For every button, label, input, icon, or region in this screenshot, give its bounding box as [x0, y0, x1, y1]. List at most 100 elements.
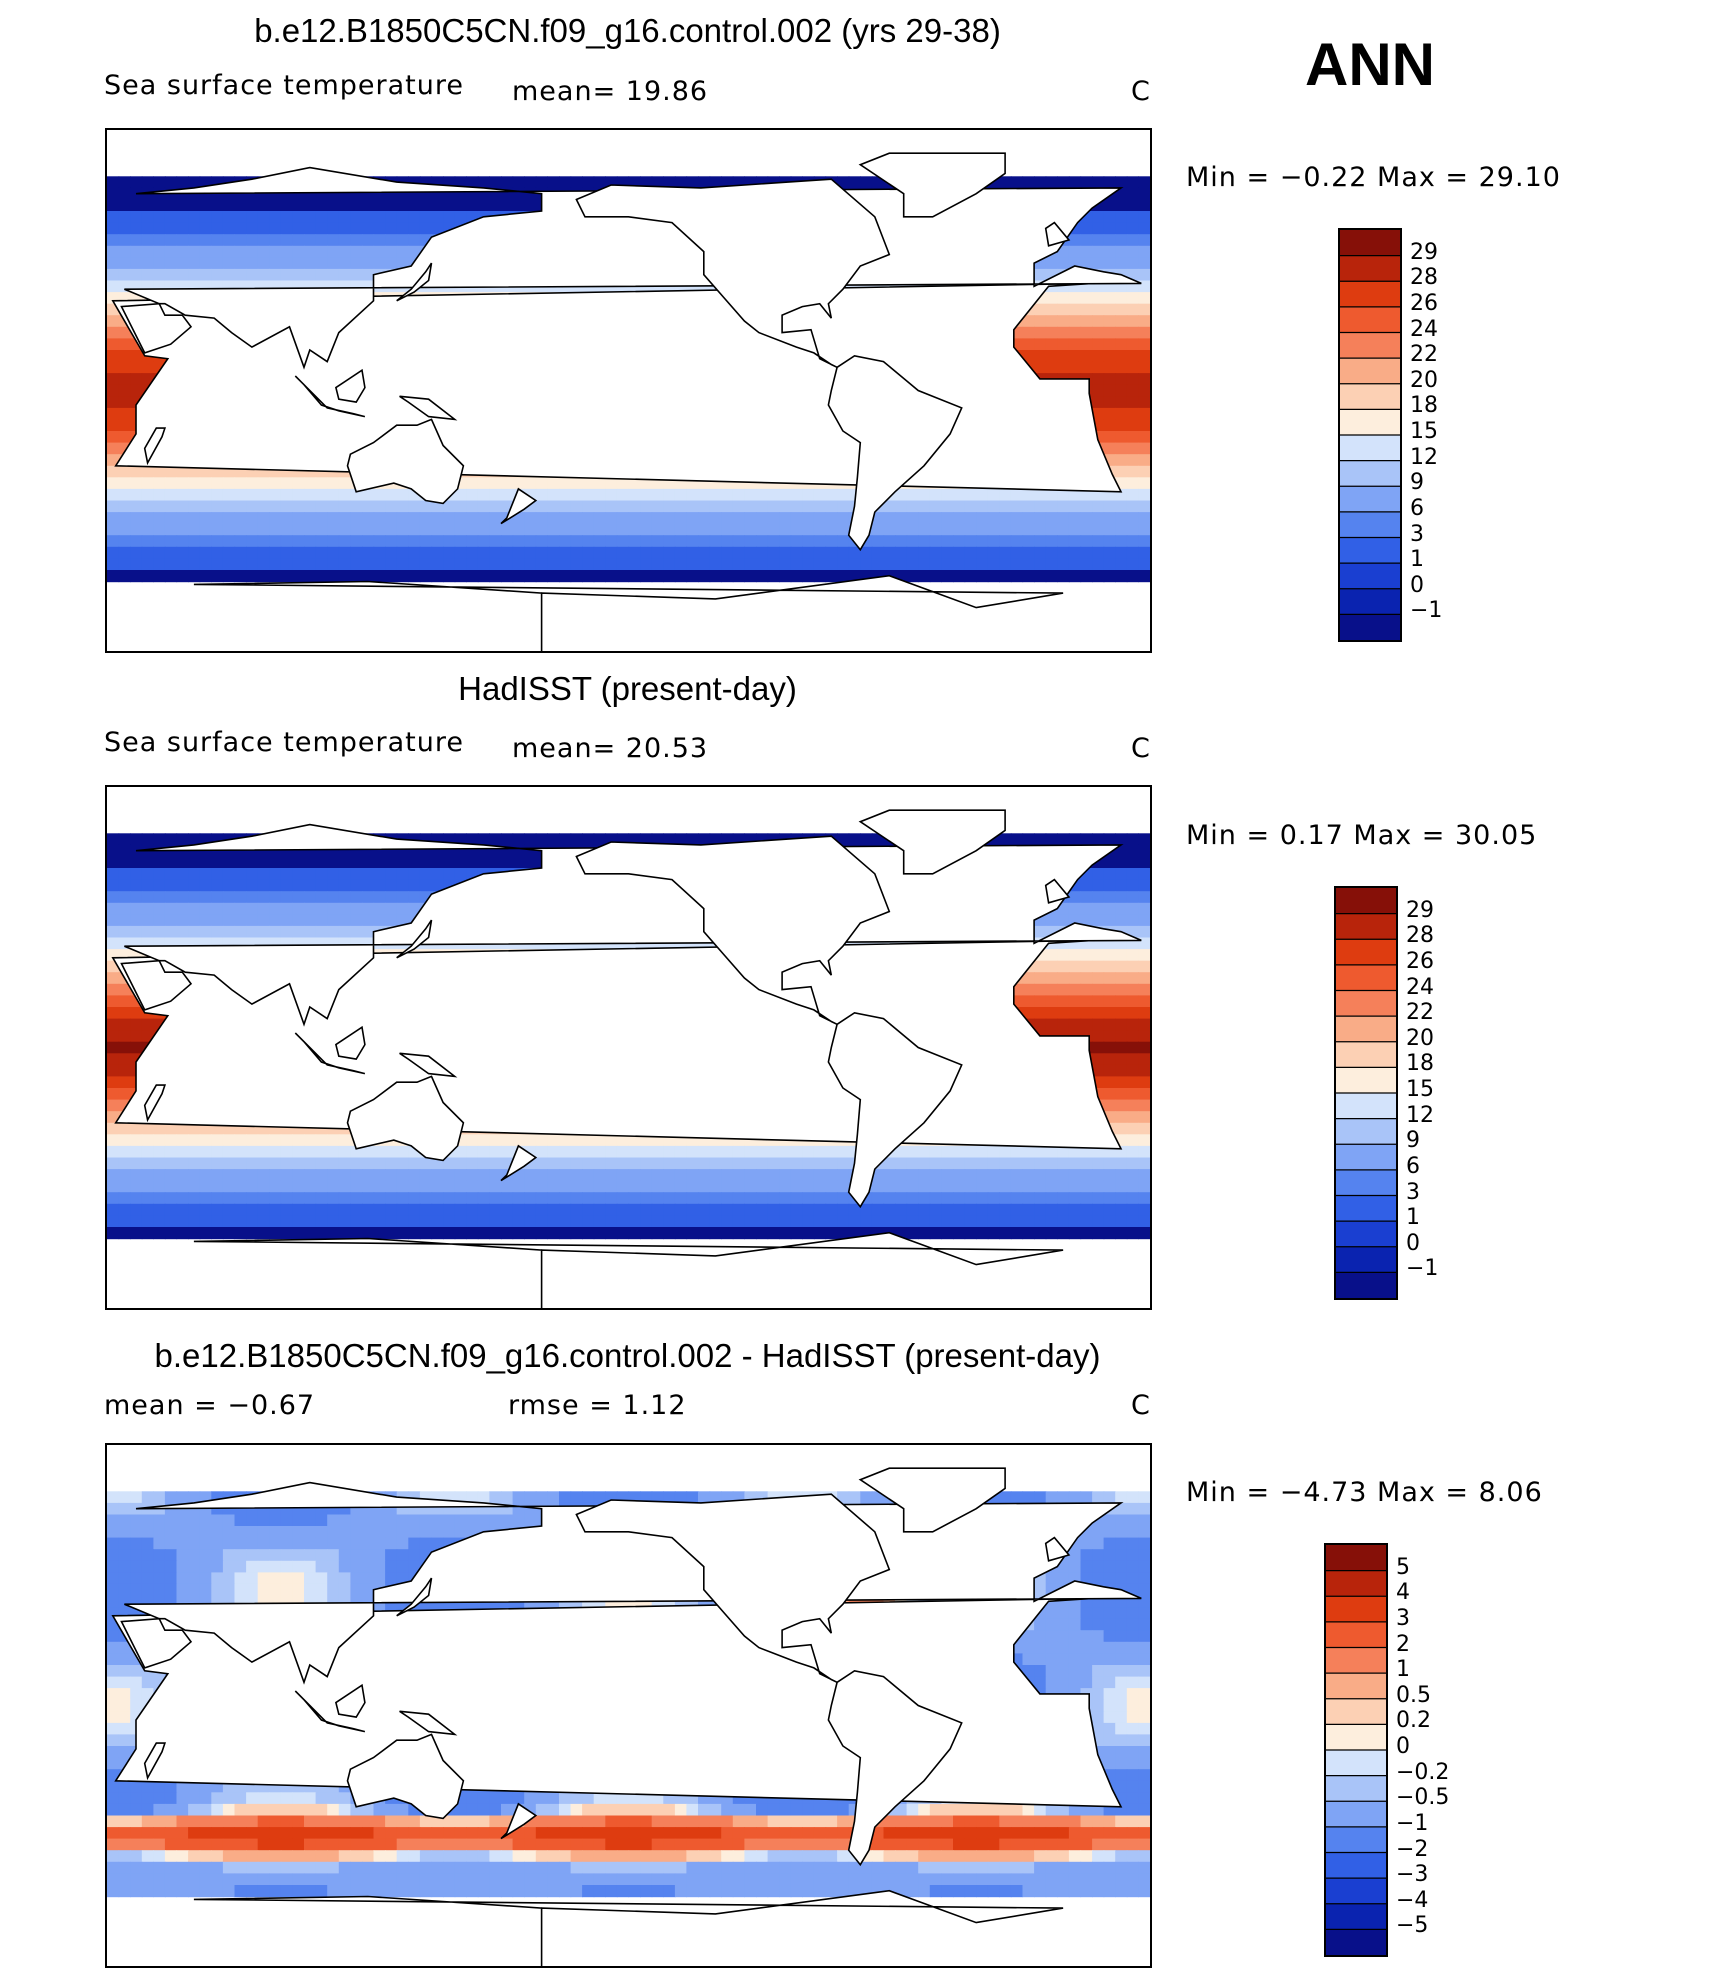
- field-cell: [188, 222, 201, 235]
- field-cell: [1103, 373, 1116, 386]
- field-cell: [918, 558, 931, 571]
- field-cell: [582, 558, 595, 571]
- field-cell: [107, 268, 120, 282]
- field-cell: [871, 512, 885, 525]
- field-cell: [419, 570, 433, 583]
- field-cell: [1126, 419, 1139, 432]
- field-cell: [489, 570, 502, 583]
- field-cell: [860, 546, 873, 559]
- field-cell: [1126, 338, 1139, 351]
- field-cell: [1103, 326, 1116, 339]
- field-cell: [118, 488, 131, 502]
- field-cell: [1115, 350, 1128, 363]
- field-cell: [130, 523, 143, 536]
- field-cell: [164, 925, 178, 939]
- field-cell: [605, 523, 618, 536]
- field-cell: [941, 558, 954, 571]
- field-cell: [257, 500, 270, 513]
- field-cell: [153, 833, 166, 846]
- panel2-units: C: [1131, 733, 1151, 764]
- field-cell: [1057, 1018, 1070, 1031]
- field-cell: [141, 1018, 154, 1031]
- coastline: [827, 354, 963, 552]
- field-cell: [1138, 176, 1150, 189]
- field-cell: [1138, 442, 1150, 455]
- field-cell: [1138, 373, 1150, 386]
- field-cell: [234, 902, 247, 915]
- field-cell: [188, 891, 201, 904]
- field-cell: [130, 500, 143, 513]
- field-cell: [396, 222, 409, 235]
- field-cell: [188, 234, 201, 247]
- field-cell: [222, 570, 236, 583]
- field-cell: [118, 1007, 131, 1020]
- field-cell: [1138, 211, 1150, 224]
- field-cell: [1115, 407, 1128, 421]
- field-cell: [1115, 500, 1128, 513]
- field-cell: [373, 879, 386, 892]
- field-cell: [1034, 960, 1047, 973]
- field-cell: [1080, 1018, 1093, 1031]
- field-cell: [222, 535, 236, 548]
- field-cell: [199, 925, 212, 939]
- field-cell: [1103, 500, 1116, 513]
- field-cell: [709, 558, 722, 571]
- field-cell: [1080, 176, 1093, 189]
- field-cell: [107, 972, 120, 985]
- field-cell: [570, 477, 583, 490]
- field-cell: [1126, 512, 1139, 525]
- field-cell: [1103, 546, 1116, 559]
- field-cell: [512, 523, 525, 536]
- field-cell: [929, 570, 942, 583]
- field-cell: [107, 326, 120, 339]
- field-cell: [176, 512, 189, 525]
- field-cell: [269, 570, 282, 583]
- field-cell: [350, 222, 363, 235]
- field-cell: [385, 546, 398, 559]
- field-cell: [524, 523, 537, 536]
- field-cell: [257, 257, 270, 270]
- field-cell: [663, 500, 676, 513]
- field-cell: [292, 477, 305, 490]
- field-cell: [118, 338, 131, 351]
- field-cell: [1092, 373, 1105, 386]
- field-cell: [292, 234, 305, 247]
- field-cell: [1103, 419, 1116, 432]
- field-cell: [999, 558, 1012, 571]
- field-cell: [141, 856, 154, 869]
- field-cell: [790, 488, 803, 502]
- field-cell: [199, 257, 212, 270]
- field-cell: [976, 546, 989, 559]
- field-cell: [1034, 523, 1047, 536]
- field-cell: [813, 500, 827, 513]
- field-cell: [987, 512, 1000, 525]
- field-cell: [327, 523, 340, 536]
- field-cell: [222, 523, 236, 536]
- field-cell: [257, 211, 270, 224]
- field-cell: [362, 558, 375, 571]
- field-cell: [130, 1018, 143, 1031]
- field-cell: [107, 546, 120, 559]
- field-cell: [141, 245, 154, 258]
- field-cell: [304, 535, 317, 548]
- panel1-units: C: [1131, 76, 1151, 107]
- field-cell: [489, 500, 502, 513]
- field-cell: [1126, 844, 1139, 858]
- field-cell: [1057, 995, 1070, 1008]
- field-cell: [1010, 570, 1024, 583]
- field-cell: [338, 546, 351, 559]
- field-cell: [883, 512, 896, 525]
- field-cell: [1138, 431, 1150, 444]
- field-cell: [767, 535, 780, 548]
- field-cell: [1138, 868, 1150, 881]
- field-cell: [118, 234, 131, 247]
- field-cell: [883, 558, 896, 571]
- field-cell: [107, 477, 120, 490]
- field-cell: [1103, 338, 1116, 351]
- field-cell: [141, 361, 154, 374]
- colorbar-swatch: [1340, 614, 1400, 640]
- field-cell: [1115, 315, 1128, 328]
- field-cell: [211, 523, 224, 536]
- field-cell: [1115, 891, 1128, 904]
- field-cell: [396, 902, 409, 915]
